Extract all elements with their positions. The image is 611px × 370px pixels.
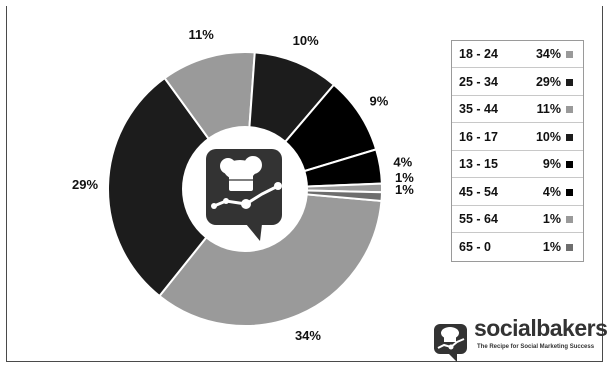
legend-swatch xyxy=(566,51,573,58)
legend-row: 16 - 17 10% xyxy=(452,124,583,151)
data-label-16-17: 10% xyxy=(293,33,319,48)
chef-hat-chart-icon xyxy=(206,149,282,241)
legend-swatch xyxy=(566,188,573,196)
brand-name: socialbakers xyxy=(474,315,608,341)
legend-swatch xyxy=(566,106,573,113)
legend-label: 13 - 15 xyxy=(459,157,498,171)
legend-value: 34% xyxy=(535,47,561,61)
data-label-18-24: 34% xyxy=(295,328,321,343)
chart-frame xyxy=(6,6,603,362)
data-label-13-15: 9% xyxy=(370,93,389,108)
legend-row: 35 - 44 11% xyxy=(452,96,583,123)
legend-label: 45 - 54 xyxy=(459,184,498,199)
legend-value: 29% xyxy=(535,74,561,89)
legend: 18 - 24 34% 25 - 34 29% 35 - 44 11% 16 - 17 10%… xyxy=(451,40,584,262)
legend-value: 10% xyxy=(535,129,561,144)
legend-label: 65 - 0 xyxy=(459,239,491,254)
legend-label: 25 - 34 xyxy=(459,74,498,89)
legend-value: 4% xyxy=(542,184,561,199)
data-label-55-64: 1% xyxy=(395,170,414,185)
legend-value: 1% xyxy=(542,212,561,226)
pie-slice-25-34 xyxy=(107,76,247,298)
legend-label: 55 - 64 xyxy=(459,212,498,226)
socialbakers-brand: socialbakers The Recipe for Social Marke… xyxy=(433,315,608,364)
data-label-35-44: 11% xyxy=(188,27,214,42)
legend-swatch xyxy=(566,78,573,86)
brand-tagline: The Recipe for Social Marketing Success xyxy=(477,344,595,350)
legend-row: 55 - 64 1% xyxy=(452,206,583,233)
legend-swatch xyxy=(566,243,573,251)
legend-row: 18 - 24 34% xyxy=(452,41,583,68)
legend-row: 13 - 15 9% xyxy=(452,151,583,178)
legend-value: 1% xyxy=(542,239,561,254)
legend-value: 9% xyxy=(542,157,561,171)
legend-label: 35 - 44 xyxy=(459,102,498,116)
data-label-45-54: 4% xyxy=(393,154,412,169)
legend-label: 16 - 17 xyxy=(459,129,498,144)
legend-row: 45 - 54 4% xyxy=(452,179,583,206)
legend-swatch xyxy=(566,216,573,223)
chef-hat-logo-icon xyxy=(434,324,467,362)
legend-row: 65 - 0 1% xyxy=(452,234,583,261)
legend-label: 18 - 24 xyxy=(459,47,498,61)
data-label-65-0: 1% xyxy=(395,182,414,197)
legend-row: 25 - 34 29% xyxy=(452,69,583,96)
legend-swatch xyxy=(566,133,573,141)
legend-value: 11% xyxy=(536,102,561,116)
pie-slice-18-24 xyxy=(158,187,383,327)
legend-swatch xyxy=(566,161,573,168)
data-label-25-34: 29% xyxy=(72,177,98,192)
